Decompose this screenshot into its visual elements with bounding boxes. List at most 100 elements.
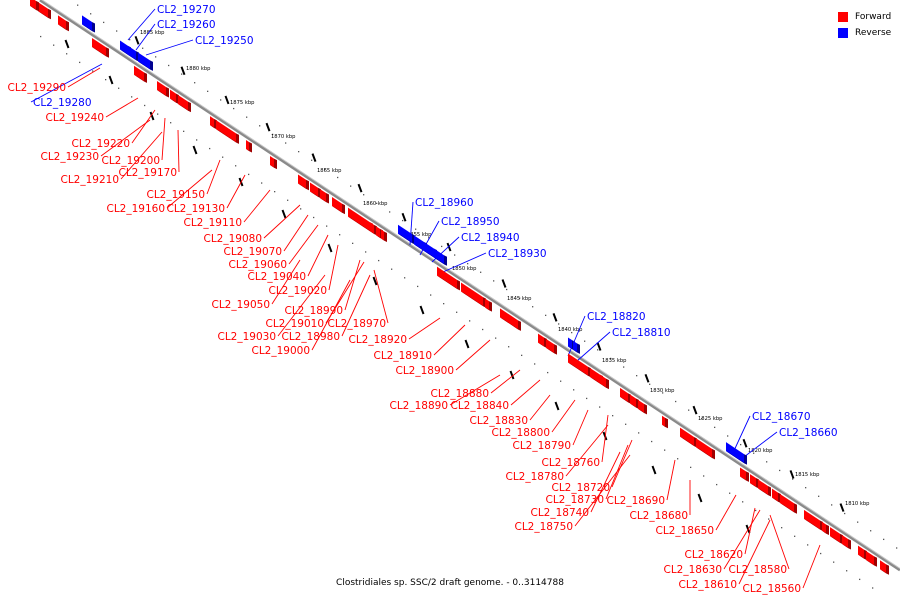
forward-gene[interactable] — [485, 298, 492, 312]
forward-gene[interactable] — [332, 197, 345, 215]
forward-gene[interactable] — [246, 140, 252, 153]
gene-label-cl2-19020[interactable]: CL2_19020 — [268, 285, 327, 297]
gene-label-cl2-19270[interactable]: CL2_19270 — [157, 4, 216, 16]
forward-gene[interactable] — [178, 94, 191, 113]
forward-gene[interactable] — [880, 560, 889, 575]
forward-gene[interactable] — [58, 15, 69, 32]
legend: Forward Reverse — [838, 9, 891, 41]
forward-gene[interactable] — [298, 174, 309, 191]
gene-label-cl2-19050[interactable]: CL2_19050 — [211, 299, 270, 311]
gene-label-cl2-19150[interactable]: CL2_19150 — [146, 189, 205, 201]
gene-label-cl2-19230[interactable]: CL2_19230 — [40, 151, 99, 163]
forward-gene[interactable] — [780, 493, 797, 514]
gene-label-cl2-19250[interactable]: CL2_19250 — [195, 35, 254, 47]
gene-label-cl2-19220[interactable]: CL2_19220 — [71, 138, 130, 150]
gene-label-cl2-18750[interactable]: CL2_18750 — [514, 521, 573, 533]
forward-gene[interactable] — [866, 550, 877, 567]
gene-label-cl2-18940[interactable]: CL2_18940 — [461, 232, 520, 244]
gene-label-cl2-19280[interactable]: CL2_19280 — [33, 97, 92, 109]
gene-label-cl2-18890[interactable]: CL2_18890 — [389, 400, 448, 412]
gene-label-cl2-18560[interactable]: CL2_18560 — [742, 583, 801, 595]
forward-gene[interactable] — [216, 120, 239, 144]
forward-gene[interactable] — [157, 81, 169, 98]
gene-label-cl2-18610[interactable]: CL2_18610 — [678, 579, 737, 591]
forward-gene[interactable] — [740, 467, 749, 482]
forward-gene[interactable] — [38, 2, 51, 20]
gene-label-cl2-19030[interactable]: CL2_19030 — [217, 331, 276, 343]
gene-label-cl2-18960[interactable]: CL2_18960 — [415, 197, 474, 209]
gene-label-cl2-19240[interactable]: CL2_19240 — [45, 112, 104, 124]
gene-label-cl2-18780[interactable]: CL2_18780 — [505, 471, 564, 483]
gene-label-cl2-18840[interactable]: CL2_18840 — [450, 400, 509, 412]
gene-label-cl2-18760[interactable]: CL2_18760 — [541, 457, 600, 469]
gene-label-cl2-19170[interactable]: CL2_19170 — [118, 167, 177, 179]
gene-label-cl2-18620[interactable]: CL2_18620 — [684, 549, 743, 561]
gene-label-cl2-18660[interactable]: CL2_18660 — [779, 427, 838, 439]
gene-label-cl2-19000[interactable]: CL2_19000 — [251, 345, 310, 357]
gene-label-cl2-18810[interactable]: CL2_18810 — [612, 327, 671, 339]
forward-gene[interactable] — [758, 479, 771, 497]
forward-gene[interactable] — [662, 415, 668, 429]
reverse-gene[interactable] — [726, 442, 747, 465]
forward-gene[interactable] — [134, 65, 147, 83]
reverse-gene[interactable] — [434, 248, 447, 266]
gene-label-cl2-19160[interactable]: CL2_19160 — [106, 203, 165, 215]
gene-label-cl2-18630[interactable]: CL2_18630 — [663, 564, 722, 576]
reverse-gene[interactable] — [138, 52, 153, 71]
gene-label-cl2-18820[interactable]: CL2_18820 — [587, 311, 646, 323]
forward-gene[interactable] — [437, 266, 460, 291]
gene-label-cl2-18900[interactable]: CL2_18900 — [395, 365, 454, 377]
gene-label-cl2-19060[interactable]: CL2_19060 — [228, 259, 287, 271]
forward-gene[interactable] — [92, 37, 109, 58]
gene-label-cl2-18830[interactable]: CL2_18830 — [469, 415, 528, 427]
gene-label-cl2-18730[interactable]: CL2_18730 — [545, 494, 604, 506]
gene-label-cl2-19070[interactable]: CL2_19070 — [223, 246, 282, 258]
gene-label-cl2-18920[interactable]: CL2_18920 — [348, 334, 407, 346]
forward-gene[interactable] — [568, 353, 591, 378]
gene-label-cl2-18930[interactable]: CL2_18930 — [488, 248, 547, 260]
gene-label-cl2-18970[interactable]: CL2_18970 — [327, 318, 386, 330]
forward-gene[interactable] — [638, 399, 647, 415]
forward-gene[interactable] — [270, 155, 277, 170]
gene-label-cl2-19200[interactable]: CL2_19200 — [101, 155, 160, 167]
forward-gene[interactable] — [842, 535, 851, 550]
reverse-gene[interactable] — [573, 340, 580, 354]
gene-label-cl2-18950[interactable]: CL2_18950 — [441, 216, 500, 228]
forward-gene[interactable] — [320, 189, 329, 204]
gene-label-cl2-18790[interactable]: CL2_18790 — [512, 440, 571, 452]
gene-label-cl2-19260[interactable]: CL2_19260 — [157, 19, 216, 31]
gene-label-cl2-18720[interactable]: CL2_18720 — [551, 482, 610, 494]
gene-label-cl2-18580[interactable]: CL2_18580 — [728, 564, 787, 576]
tick-label: 1830 kbp — [650, 388, 675, 394]
gene-label-cl2-19130[interactable]: CL2_19130 — [166, 203, 225, 215]
gene-label-cl2-18740[interactable]: CL2_18740 — [530, 507, 589, 519]
forward-gene[interactable] — [804, 509, 823, 531]
gene-label-cl2-18980[interactable]: CL2_18980 — [281, 331, 340, 343]
gene-label-cl2-18670[interactable]: CL2_18670 — [752, 411, 811, 423]
forward-gene[interactable] — [600, 374, 609, 390]
gene-label-cl2-18650[interactable]: CL2_18650 — [655, 525, 714, 537]
forward-gene[interactable] — [822, 521, 829, 535]
forward-gene[interactable] — [830, 527, 843, 545]
reverse-gene[interactable] — [82, 15, 95, 33]
forward-gene[interactable] — [381, 229, 387, 242]
gene-label-cl2-19080[interactable]: CL2_19080 — [203, 233, 262, 245]
gene-label-cl2-18880[interactable]: CL2_18880 — [430, 388, 489, 400]
gene-label-cl2-19110[interactable]: CL2_19110 — [183, 217, 242, 229]
gene-label-cl2-19210[interactable]: CL2_19210 — [60, 174, 119, 186]
gene-label-cl2-18910[interactable]: CL2_18910 — [373, 350, 432, 362]
gene-label-cl2-18800[interactable]: CL2_18800 — [491, 427, 550, 439]
forward-gene[interactable] — [500, 308, 521, 331]
reverse-gene[interactable] — [398, 224, 415, 245]
forward-gene[interactable] — [696, 438, 715, 460]
tick-mark — [401, 212, 407, 222]
reverse-gene[interactable] — [568, 337, 575, 351]
forward-gene[interactable] — [30, 0, 39, 12]
gene-label-cl2-18690[interactable]: CL2_18690 — [606, 495, 665, 507]
gene-label-cl2-18990[interactable]: CL2_18990 — [284, 305, 343, 317]
gene-label-cl2-19010[interactable]: CL2_19010 — [265, 318, 324, 330]
forward-gene[interactable] — [546, 338, 557, 355]
gene-label-cl2-19290[interactable]: CL2_19290 — [7, 82, 66, 94]
gene-label-cl2-19040[interactable]: CL2_19040 — [247, 271, 306, 283]
gene-label-cl2-18680[interactable]: CL2_18680 — [629, 510, 688, 522]
